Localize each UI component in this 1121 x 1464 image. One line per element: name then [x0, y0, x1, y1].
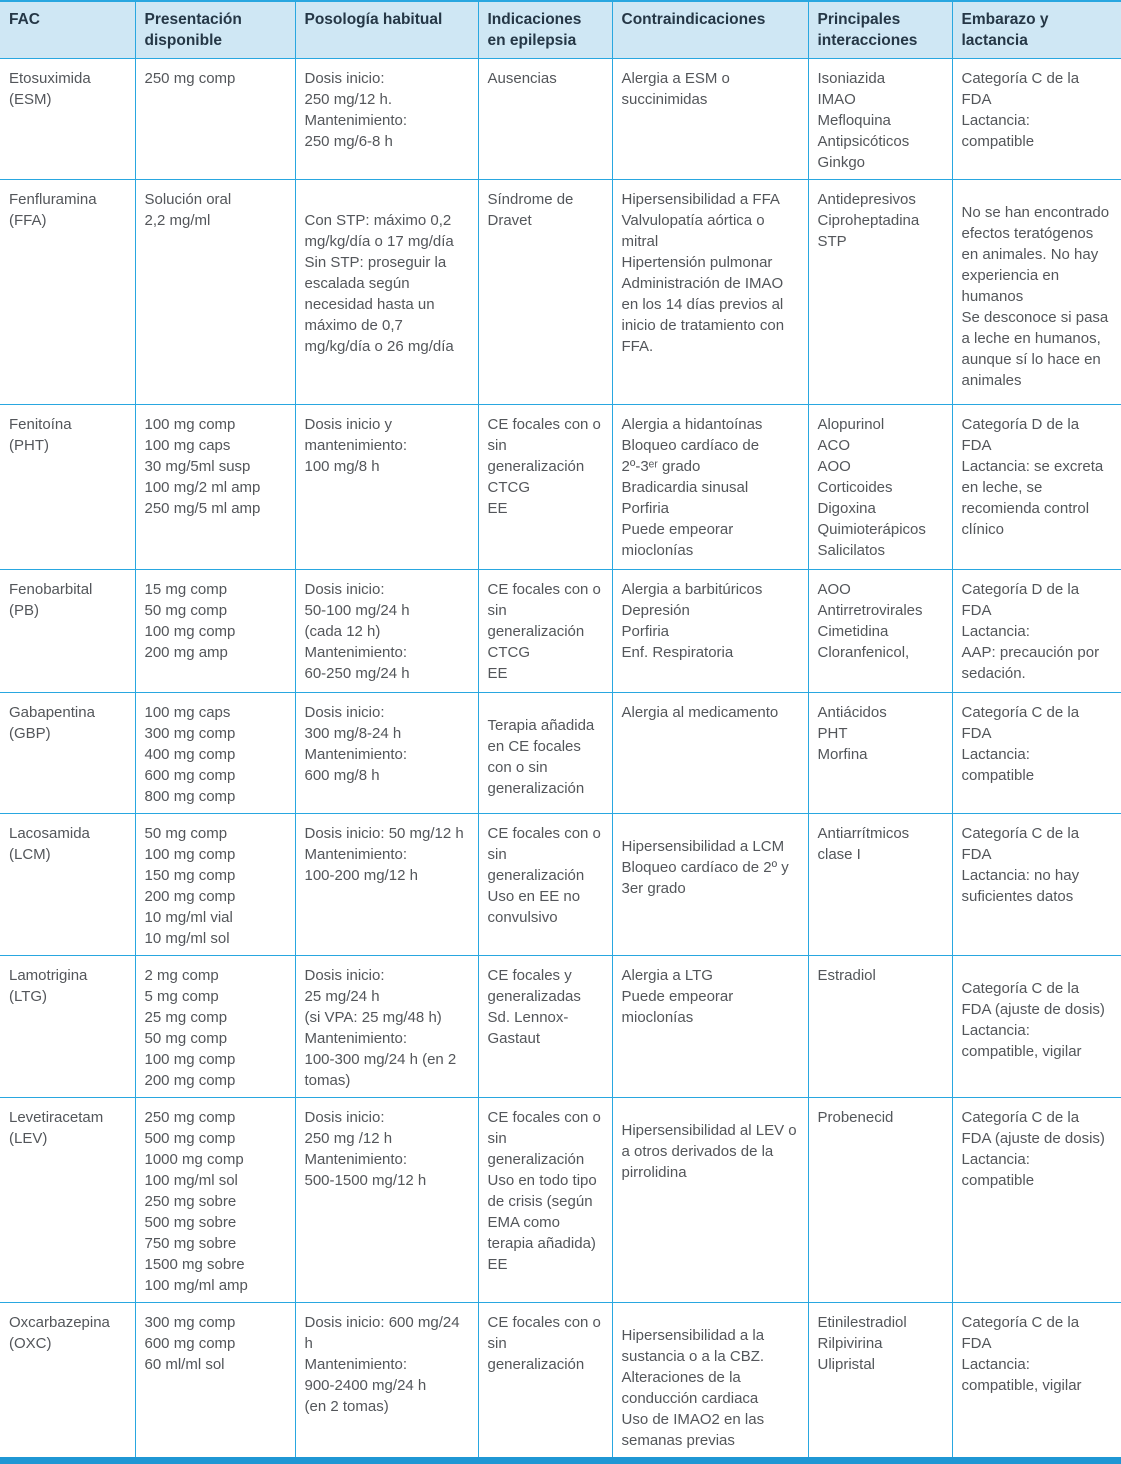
column-header-indicaciones: Indicaciones en epilepsia	[477, 0, 613, 59]
cell-embarazo: Categoría D de la FDA Lactancia: se excr…	[951, 403, 1121, 570]
cell-fac: Gabapentina (GBP)	[0, 691, 136, 814]
cell-contraindicaciones: Hipersensibilidad a FFA Valvulopatía aór…	[611, 178, 809, 405]
drug-row-gabapentina: Gabapentina (GBP) 100 mg caps 300 mg com…	[0, 691, 1121, 814]
cell-indicaciones: CE focales con o sin generalización Uso …	[477, 1096, 613, 1303]
cell-interacciones: Alopurinol ACO AOO Corticoides Digoxina …	[807, 403, 953, 570]
cell-embarazo: Categoría C de la FDA (ajuste de dosis) …	[951, 954, 1121, 1098]
cell-contraindicaciones: Hipersensibilidad al LEV o a otros deriv…	[611, 1096, 809, 1303]
cell-presentacion: 100 mg caps 300 mg comp 400 mg comp 600 …	[134, 691, 296, 814]
drug-row-lacosamida: Lacosamida (LCM) 50 mg comp 100 mg comp …	[0, 812, 1121, 956]
cell-fac: Etosuximida (ESM)	[0, 57, 136, 180]
cell-posologia: Dosis inicio: 600 mg/24 h Mantenimiento:…	[294, 1301, 479, 1461]
cell-presentacion: 100 mg comp 100 mg caps 30 mg/5ml susp 1…	[134, 403, 296, 570]
cell-presentacion: 15 mg comp 50 mg comp 100 mg comp 200 mg…	[134, 568, 296, 693]
cell-presentacion: Solución oral 2,2 mg/ml	[134, 178, 296, 405]
cell-interacciones: Etinilestradiol Rilpivirina Ulipristal	[807, 1301, 953, 1461]
column-header-interacciones: Principales interacciones	[807, 0, 953, 59]
cell-interacciones: AOO Antirretrovirales Cimetidina Cloranf…	[807, 568, 953, 693]
cell-posologia: Dosis inicio y mantenimiento: 100 mg/8 h	[294, 403, 479, 570]
cell-posologia: Dosis inicio: 300 mg/8-24 h Mantenimient…	[294, 691, 479, 814]
cell-indicaciones: CE focales con o sin generalización CTCG…	[477, 403, 613, 570]
drug-row-etosuximida: Etosuximida (ESM) 250 mg comp Dosis inic…	[0, 57, 1121, 180]
column-header-embarazo: Embarazo y lactancia	[951, 0, 1121, 59]
cell-embarazo: No se han encontrado efectos teratógenos…	[951, 178, 1121, 405]
cell-presentacion: 250 mg comp	[134, 57, 296, 180]
cell-embarazo: Categoría C de la FDA Lactancia: no hay …	[951, 812, 1121, 956]
cell-contraindicaciones: Hipersensibilidad a LCM Bloqueo cardíaco…	[611, 812, 809, 956]
cell-contraindicaciones: Alergia a hidantoínas Bloqueo cardíaco d…	[611, 403, 809, 570]
cell-fac: Fenitoína (PHT)	[0, 403, 136, 570]
cell-indicaciones: CE focales con o sin generalización	[477, 1301, 613, 1461]
cell-presentacion: 250 mg comp 500 mg comp 1000 mg comp 100…	[134, 1096, 296, 1303]
header-row: FAC Presentación disponible Posología ha…	[0, 0, 1121, 59]
cell-indicaciones: Ausencias	[477, 57, 613, 180]
cell-contraindicaciones: Alergia a barbitúricos Depresión Porfiri…	[611, 568, 809, 693]
cell-contraindicaciones: Alergia al medicamento	[611, 691, 809, 814]
drug-row-fenitoina: Fenitoína (PHT) 100 mg comp 100 mg caps …	[0, 403, 1121, 570]
cell-presentacion: 300 mg comp 600 mg comp 60 ml/ml sol	[134, 1301, 296, 1461]
cell-indicaciones: CE focales y generalizadas Sd. Lennox-Ga…	[477, 954, 613, 1098]
cell-fac: Lamotrigina (LTG)	[0, 954, 136, 1098]
cell-interacciones: Antidepresivos Ciproheptadina STP	[807, 178, 953, 405]
cell-embarazo: Categoría D de la FDA Lactancia: AAP: pr…	[951, 568, 1121, 693]
cell-posologia: Dosis inicio: 250 mg /12 h Mantenimiento…	[294, 1096, 479, 1303]
cell-contraindicaciones: Hipersensibilidad a la sustancia o a la …	[611, 1301, 809, 1461]
cell-presentacion: 50 mg comp 100 mg comp 150 mg comp 200 m…	[134, 812, 296, 956]
column-header-posologia: Posología habitual	[294, 0, 479, 59]
cell-fac: Oxcarbazepina (OXC)	[0, 1301, 136, 1461]
cell-embarazo: Categoría C de la FDA (ajuste de dosis) …	[951, 1096, 1121, 1303]
cell-posologia: Dosis inicio: 50-100 mg/24 h (cada 12 h)…	[294, 568, 479, 693]
cell-interacciones: Estradiol	[807, 954, 953, 1098]
cell-indicaciones: Síndrome de Dravet	[477, 178, 613, 405]
cell-embarazo: Categoría C de la FDA Lactancia: compati…	[951, 691, 1121, 814]
cell-fac: Levetiracetam (LEV)	[0, 1096, 136, 1303]
cell-interacciones: Isoniazida IMAO Mefloquina Antipsicótico…	[807, 57, 953, 180]
drug-row-fenfluramina: Fenfluramina (FFA) Solución oral 2,2 mg/…	[0, 178, 1121, 405]
cell-contraindicaciones: Alergia a ESM o succinimidas	[611, 57, 809, 180]
cell-embarazo: Categoría C de la FDA Lactancia: compati…	[951, 57, 1121, 180]
cell-embarazo: Categoría C de la FDA Lactancia: compati…	[951, 1301, 1121, 1461]
drug-row-lamotrigina: Lamotrigina (LTG) 2 mg comp 5 mg comp 25…	[0, 954, 1121, 1098]
cell-fac: Fenfluramina (FFA)	[0, 178, 136, 405]
cell-indicaciones: Terapia añadida en CE focales con o sin …	[477, 691, 613, 814]
cell-indicaciones: CE focales con o sin generalización Uso …	[477, 812, 613, 956]
cell-posologia: Dosis inicio: 250 mg/12 h. Mantenimiento…	[294, 57, 479, 180]
cell-posologia: Con STP: máximo 0,2 mg/kg/día o 17 mg/dí…	[294, 178, 479, 405]
column-header-contraindicaciones: Contraindicaciones	[611, 0, 809, 59]
cell-indicaciones: CE focales con o sin generalización CTCG…	[477, 568, 613, 693]
column-header-presentacion: Presentación disponible	[134, 0, 296, 59]
cell-interacciones: Antiarrítmicos clase I	[807, 812, 953, 956]
cell-interacciones: Antiácidos PHT Morfina	[807, 691, 953, 814]
column-header-fac: FAC	[0, 0, 136, 59]
drug-row-fenobarbital: Fenobarbital (PB) 15 mg comp 50 mg comp …	[0, 568, 1121, 693]
cell-fac: Fenobarbital (PB)	[0, 568, 136, 693]
cell-presentacion: 2 mg comp 5 mg comp 25 mg comp 50 mg com…	[134, 954, 296, 1098]
cell-posologia: Dosis inicio: 25 mg/24 h (si VPA: 25 mg/…	[294, 954, 479, 1098]
cell-contraindicaciones: Alergia a LTG Puede empeorar mioclonías	[611, 954, 809, 1098]
drug-row-levetiracetam: Levetiracetam (LEV) 250 mg comp 500 mg c…	[0, 1096, 1121, 1303]
cell-posologia: Dosis inicio: 50 mg/12 h Mantenimiento: …	[294, 812, 479, 956]
cell-interacciones: Probenecid	[807, 1096, 953, 1303]
drug-row-oxcarbazepina: Oxcarbazepina (OXC) 300 mg comp 600 mg c…	[0, 1301, 1121, 1461]
cell-fac: Lacosamida (LCM)	[0, 812, 136, 956]
